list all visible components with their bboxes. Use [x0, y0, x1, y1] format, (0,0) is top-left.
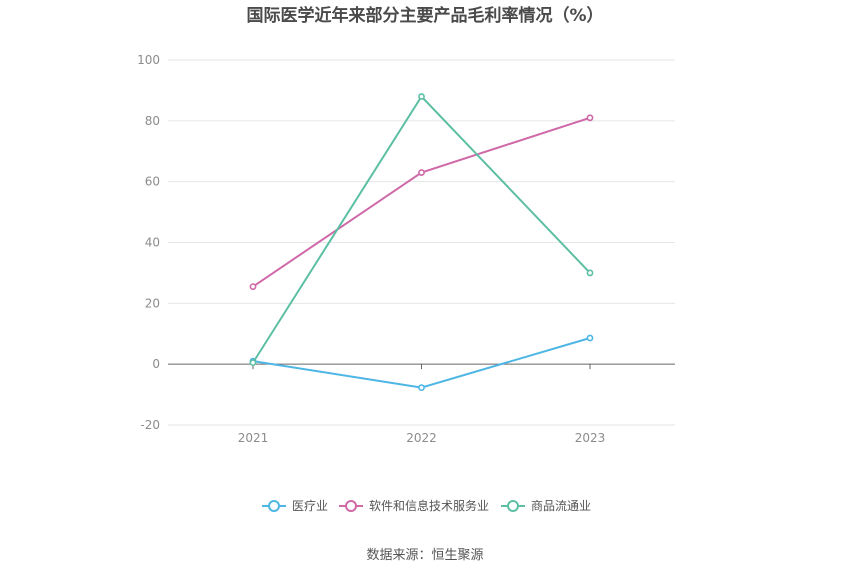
series-group [249, 93, 594, 391]
legend-marker [345, 500, 357, 512]
y-tick-label: 60 [145, 175, 160, 189]
legend: 医疗业 软件和信息技术服务业 商品流通业 [262, 498, 591, 513]
y-tick-label: 80 [145, 114, 160, 128]
legend-marker [268, 500, 280, 512]
legend-label: 商品流通业 [531, 498, 591, 513]
y-axis: 100 80 60 40 20 0 -20 [137, 53, 160, 432]
x-axis: 2021 2022 2023 [238, 364, 606, 445]
series-line [252, 94, 591, 364]
grid [168, 59, 675, 426]
y-tick-label: -20 [140, 418, 160, 432]
y-tick-label: 0 [152, 357, 160, 371]
data-point [586, 269, 594, 277]
source-note: 数据来源：恒生聚源 [366, 548, 483, 563]
data-point [249, 283, 257, 291]
x-tick-label: 2022 [406, 431, 437, 445]
x-tick-label: 2021 [238, 431, 269, 445]
data-point [586, 334, 594, 342]
series-line [252, 116, 591, 288]
data-point [586, 114, 594, 122]
chart-title: 国际医学近年来部分主要产品毛利率情况（%） [246, 5, 603, 26]
legend-marker [507, 500, 519, 512]
y-tick-label: 100 [137, 53, 160, 67]
y-tick-label: 20 [145, 296, 160, 310]
series-line [252, 337, 591, 389]
data-point [418, 169, 425, 176]
legend-label: 医疗业 [292, 499, 328, 513]
legend-label: 软件和信息技术服务业 [369, 498, 489, 513]
data-point [418, 93, 425, 100]
data-point [249, 359, 257, 367]
x-tick-label: 2023 [575, 431, 606, 445]
y-tick-label: 40 [145, 236, 160, 250]
data-point [418, 384, 425, 391]
